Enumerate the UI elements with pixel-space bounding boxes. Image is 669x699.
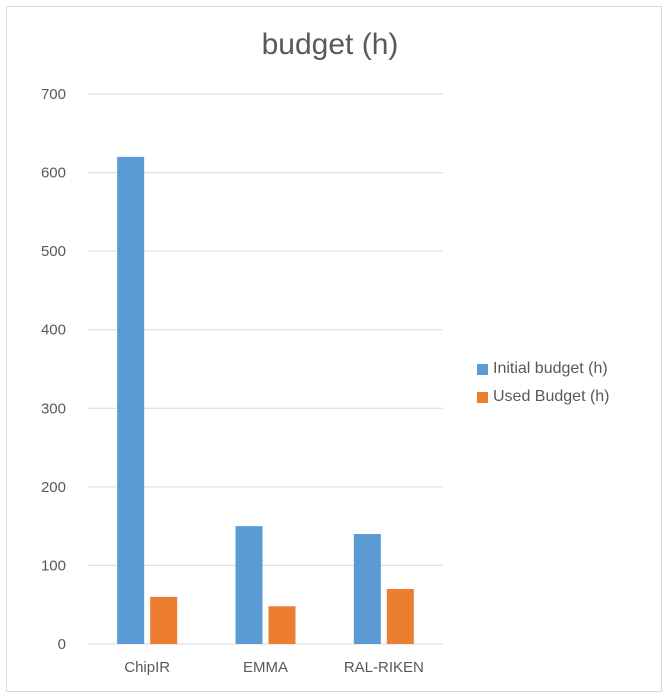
legend-swatch-initial-budget <box>477 363 488 375</box>
legend-item-initial-budget: Initial budget (h) <box>477 355 610 383</box>
legend-label-initial-budget: Initial budget (h) <box>493 360 608 377</box>
bar-ral-riken-series-1 <box>386 589 414 644</box>
bar-chipir-series-0 <box>117 156 145 644</box>
legend-swatch-used-budget <box>477 391 488 403</box>
y-tick-label: 200 <box>41 479 66 496</box>
y-tick-label: 600 <box>41 165 66 182</box>
chart-title: budget (h) <box>261 28 399 61</box>
y-tick-label: 700 <box>41 86 66 103</box>
y-tick-label: 500 <box>41 243 66 260</box>
y-tick-label: 100 <box>41 557 66 574</box>
legend-label-used-budget: Used Budget (h) <box>493 388 610 405</box>
legend: Initial budget (h) Used Budget (h) <box>477 355 610 411</box>
y-tick-label: 300 <box>41 400 66 417</box>
legend-item-used-budget: Used Budget (h) <box>477 383 610 411</box>
y-tick-label: 400 <box>41 322 66 339</box>
y-tick-label: 0 <box>58 636 66 653</box>
x-tick-label: ChipIR <box>124 659 170 676</box>
bar-emma-series-0 <box>235 526 263 644</box>
chart-frame <box>6 6 662 692</box>
x-tick-label: RAL-RIKEN <box>344 659 424 676</box>
x-tick-label: EMMA <box>243 659 288 676</box>
bar-ral-riken-series-0 <box>353 534 381 644</box>
bar-chipir-series-1 <box>150 596 178 644</box>
bar-emma-series-1 <box>268 606 296 644</box>
